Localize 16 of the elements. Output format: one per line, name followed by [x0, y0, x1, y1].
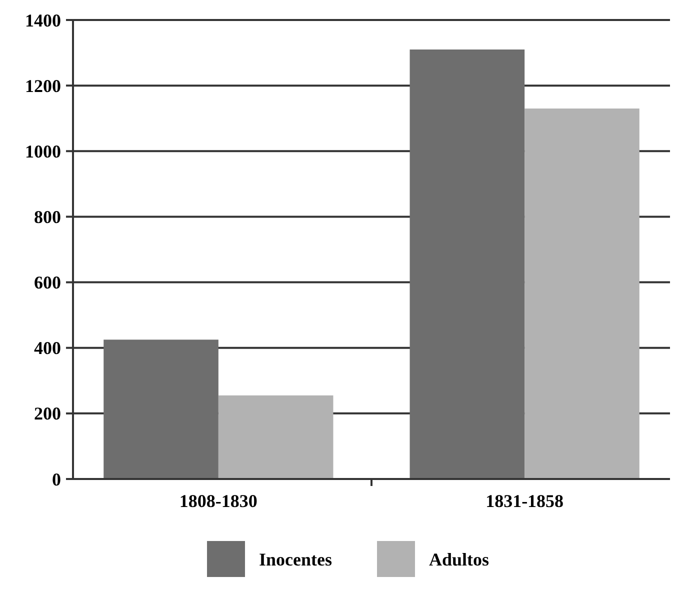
- y-tick-label: 1200: [25, 76, 61, 96]
- x-tick-label: 1831-1858: [486, 491, 564, 511]
- y-tick-label: 1400: [25, 10, 61, 30]
- y-tick-label: 800: [34, 207, 61, 228]
- y-tick-label: 400: [34, 338, 61, 358]
- y-tick-label: 200: [34, 404, 61, 424]
- y-tick-label: 1000: [25, 141, 61, 162]
- x-tick-label: 1808-1830: [179, 491, 258, 511]
- bar: [524, 108, 640, 479]
- bar: [104, 340, 218, 479]
- bar: [218, 395, 334, 479]
- y-tick-label: 0: [52, 469, 61, 490]
- legend-label: Adultos: [429, 549, 490, 570]
- y-tick-label: 600: [34, 272, 61, 293]
- bar: [410, 50, 525, 479]
- legend-label: Inocentes: [259, 549, 332, 570]
